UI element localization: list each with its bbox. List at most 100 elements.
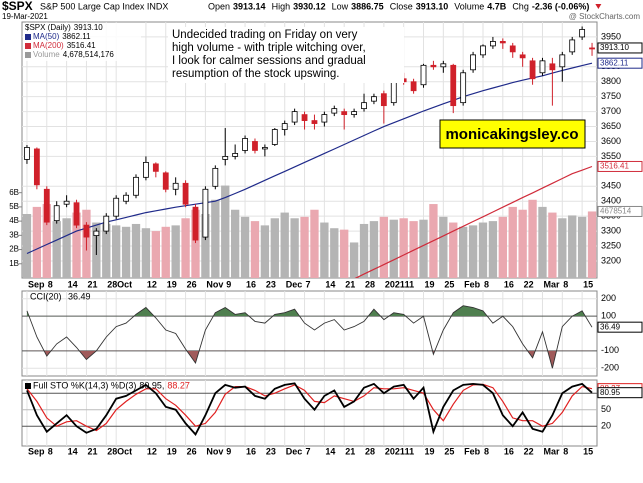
x-tick-label: 16	[504, 446, 514, 456]
candle-body	[252, 141, 258, 151]
header-value: 3886.75	[351, 1, 384, 11]
x-tick-label: 9	[226, 446, 231, 456]
volume-bar	[161, 226, 170, 278]
x-tick-label: Sep	[28, 446, 45, 456]
volume-bar	[508, 206, 517, 278]
legend-text: Volume	[33, 50, 60, 59]
legend-swatch	[25, 34, 31, 40]
date: 19-Mar-2021	[2, 12, 48, 21]
x-tick-label: 25	[444, 279, 454, 289]
volume-bar	[191, 209, 200, 278]
y2-tick-label: 3B	[9, 230, 19, 239]
candle-body	[371, 96, 377, 102]
candle-body	[470, 54, 476, 71]
volume-bar	[171, 225, 180, 278]
candle-body	[222, 156, 229, 160]
x-tick-label: 22	[524, 279, 534, 289]
volume-bar	[221, 185, 230, 278]
volume-bar	[577, 216, 587, 278]
candle-body	[212, 167, 219, 187]
candle-body	[123, 194, 129, 202]
y-tick-label: 3650	[601, 121, 621, 131]
candle-body	[321, 114, 328, 123]
header-label: Close	[390, 1, 413, 11]
header-value: 3930.12	[293, 1, 326, 11]
x-tick-label: 12	[147, 279, 157, 289]
volume-bar	[419, 219, 428, 278]
candle-body	[490, 41, 496, 47]
volume-bar	[558, 218, 567, 278]
y-tick-label: 3600	[601, 136, 621, 146]
y-tick-label: 20	[601, 421, 611, 431]
ma-line	[26, 62, 593, 255]
x-tick-label: 12	[147, 446, 157, 456]
sto-legend: 80.95	[139, 380, 162, 390]
legend-text: 4,678,514,176	[63, 50, 115, 59]
x-tick-label: 28	[107, 279, 117, 289]
volume-bar	[211, 199, 220, 278]
x-tick-label: 14	[325, 446, 335, 456]
header-label: Open	[208, 1, 230, 11]
x-tick-label: 7	[306, 279, 311, 289]
volume-bar	[32, 206, 42, 278]
cci-fill-negative	[26, 350, 593, 369]
x-tick-label: 19	[425, 446, 435, 456]
x-tick-label: 28	[365, 279, 375, 289]
candle-body	[162, 172, 169, 190]
panel-frame	[21, 290, 598, 377]
annotation-line: Undecided trading on Friday on very	[172, 29, 358, 41]
symbol: $SPX	[2, 0, 33, 13]
y-tick-label: 3550	[601, 151, 621, 161]
y2-tick-label: 6B	[9, 188, 19, 197]
x-tick-label: 15	[583, 279, 593, 289]
x-tick-label: 2021	[385, 446, 405, 456]
last-value-tag	[597, 160, 643, 172]
x-tick-label: 8	[48, 446, 53, 456]
legend-text: 3913.10	[74, 23, 103, 32]
legend-text: MA(50)	[33, 32, 60, 41]
volume-bar	[290, 218, 299, 278]
x-tick-label: Oct	[117, 446, 132, 456]
y-tick-label: 3450	[601, 181, 621, 191]
candle-body	[440, 63, 447, 68]
candle-body	[103, 215, 110, 232]
volume-bar	[478, 222, 488, 278]
y-tick-label: -200	[601, 363, 619, 373]
volume-bar	[340, 229, 349, 278]
candle-body	[569, 39, 576, 53]
x-tick-label: 19	[167, 279, 177, 289]
candle-body	[113, 197, 120, 217]
x-tick-label: 15	[583, 446, 593, 456]
x-tick-label: Oct	[117, 279, 132, 289]
y-tick-label: -100	[601, 345, 619, 355]
candle-body	[480, 45, 486, 56]
volume-bar	[141, 228, 151, 278]
last-value-label: 3516.41	[600, 162, 629, 171]
volume-bar	[72, 212, 81, 278]
header-value: 3913.14	[233, 1, 266, 11]
cci-panel	[26, 305, 593, 369]
sto-legend: Full STO %K(14,3) %D(3)	[33, 380, 136, 390]
x-tick-label: Nov	[206, 446, 223, 456]
legend-swatch	[25, 52, 31, 58]
volume-bar	[320, 222, 329, 278]
volume-bar	[587, 211, 597, 278]
x-tick-label: 19	[425, 279, 435, 289]
x-tick-label: Feb	[464, 279, 481, 289]
volume-bar	[181, 218, 190, 278]
volume-bar	[240, 216, 250, 278]
volume-bar	[151, 231, 160, 278]
x-tick-label: 26	[187, 279, 197, 289]
volume-bar	[112, 225, 121, 278]
candle-body	[192, 206, 199, 241]
volume-bar	[52, 221, 61, 278]
candle-body	[539, 60, 546, 74]
watermark-box	[439, 119, 586, 149]
x-tick-label: 16	[246, 279, 256, 289]
candle-body	[261, 147, 268, 150]
volume-bar	[459, 226, 468, 278]
header-label: Chg	[512, 1, 529, 11]
candle-body	[380, 93, 387, 107]
candle-body	[341, 111, 348, 116]
candle-body	[529, 60, 536, 80]
